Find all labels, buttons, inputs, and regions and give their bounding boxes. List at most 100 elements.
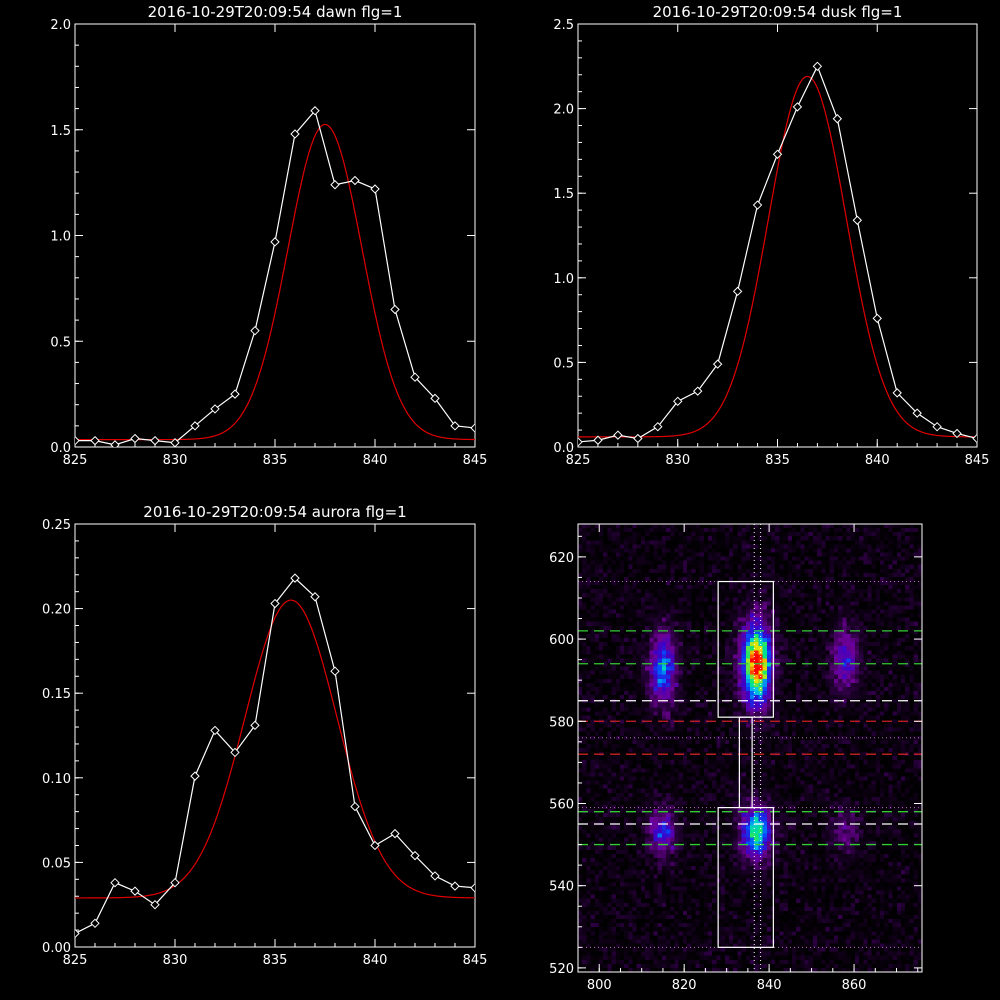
aurora-data-point (310, 592, 320, 602)
aurora-ytick-label: 0.20 (42, 603, 71, 618)
image-image-area (578, 524, 922, 972)
dawn-data-point (170, 438, 180, 447)
dawn-data-point (390, 304, 400, 315)
dusk-data-point (752, 200, 763, 210)
image-ytick-label: 580 (549, 715, 574, 730)
aurora-xtick-label: 825 (63, 953, 88, 968)
dusk-data-point (852, 215, 863, 225)
aurora-observed-line (75, 577, 475, 934)
dawn-fit-curve (75, 123, 475, 441)
dawn-data-point (350, 175, 360, 186)
dawn-chart-title: 2016-10-29T20:09:54 dawn flg=1 (148, 3, 403, 21)
dawn-data-point (90, 435, 100, 446)
dawn-data-point (75, 435, 80, 446)
dawn-xtick-label: 835 (263, 453, 288, 468)
dusk-data-point (692, 386, 703, 396)
dawn-data-point (430, 393, 440, 404)
dusk-chart: 825 830 835 840 845 0.0 0.5 1.0 1.5 2.0 2.5 2016-10… (553, 3, 989, 468)
image-xtick-label: 840 (757, 978, 782, 993)
dawn-data-point (190, 421, 200, 431)
aurora-ytick-label: 0.00 (42, 941, 71, 956)
dusk-ytick-label: 1.0 (553, 272, 574, 287)
aurora-data-point (390, 828, 400, 839)
dusk-ytick-label: 2.5 (553, 18, 574, 33)
image-chart: 800 820 840 860 520 540 560 580 600 620 (549, 523, 923, 993)
aurora-xtick-label: 835 (263, 953, 288, 968)
dusk-plot-frame (577, 23, 978, 448)
dusk-data-point (952, 428, 962, 439)
aurora-data-point (190, 771, 200, 781)
aurora-data-point (290, 573, 300, 583)
dusk-data-point (872, 313, 882, 324)
dawn-xtick-label: 840 (363, 453, 388, 468)
image-ytick-label: 600 (549, 633, 574, 648)
dawn-ytick-label: 2.0 (50, 18, 71, 33)
dawn-data-point (470, 423, 475, 433)
dawn-data-point (410, 372, 420, 382)
dusk-data-point (812, 61, 823, 72)
dusk-xtick-label: 830 (665, 453, 690, 468)
dusk-data-point (593, 435, 603, 445)
dawn-data-point (330, 180, 340, 190)
dawn-chart: 825 830 835 840 845 0.0 0.5 1.0 1.5 2.0 2016-10-29… (50, 3, 487, 468)
dusk-data-point (732, 286, 743, 297)
aurora-data-point (75, 928, 80, 939)
aurora-data-point (330, 666, 340, 676)
dawn-data-point (290, 129, 300, 139)
aurora-data-point (170, 877, 180, 888)
aurora-plot-frame (74, 523, 476, 948)
image-xtick-label: 800 (587, 978, 612, 993)
dawn-data-point (210, 404, 220, 414)
dawn-plot-area (75, 106, 475, 447)
aurora-data-point (110, 877, 120, 888)
dusk-data-point (613, 430, 623, 440)
aurora-ytick-label: 0.15 (42, 687, 71, 702)
dawn-data-point (370, 184, 380, 194)
dusk-data-point (712, 359, 723, 369)
dusk-plot-area (578, 61, 977, 447)
dusk-data-point (772, 149, 783, 159)
aurora-chart: 825 830 835 840 845 0.00 0.05 0.10 0.15 0.20 0.25 2… (42, 503, 487, 968)
dusk-xtick-label: 840 (865, 453, 890, 468)
aurora-data-point (150, 899, 160, 910)
aurora-data-point (230, 747, 240, 758)
dawn-xtick-label: 845 (463, 453, 488, 468)
aurora-chart-title: 2016-10-29T20:09:54 aurora flg=1 (143, 503, 406, 521)
dusk-ytick-label: 2.0 (553, 103, 574, 118)
dawn-ytick-label: 0.0 (50, 441, 71, 456)
dawn-ytick-label: 0.5 (50, 335, 71, 350)
dawn-observed-line (75, 109, 475, 446)
dusk-xtick-label: 845 (965, 453, 990, 468)
dusk-data-point (633, 433, 643, 444)
aurora-ytick-label: 0.25 (42, 518, 71, 533)
image-ytick-label: 540 (549, 880, 574, 895)
dawn-data-point (270, 237, 280, 247)
aurora-ytick-label: 0.10 (42, 772, 71, 787)
aurora-xtick-label: 830 (163, 953, 188, 968)
dusk-ytick-label: 0.0 (553, 441, 574, 456)
image-plot-frame (577, 523, 923, 973)
aurora-data-point (270, 598, 280, 609)
dusk-data-point (832, 114, 843, 124)
dusk-chart-title: 2016-10-29T20:09:54 dusk flg=1 (653, 3, 903, 21)
dusk-ytick-label: 1.5 (553, 187, 574, 202)
aurora-xtick-label: 840 (363, 953, 388, 968)
aurora-data-point (350, 801, 360, 812)
dawn-data-point (130, 433, 140, 444)
image-intensity-image (578, 524, 922, 972)
dusk-data-point (653, 421, 663, 432)
aurora-data-point (410, 850, 420, 861)
aurora-data-point (370, 840, 380, 851)
dusk-data-point (972, 433, 977, 444)
dusk-data-point (912, 408, 922, 418)
aurora-data-point (90, 918, 100, 929)
dawn-ytick-label: 1.0 (50, 230, 71, 245)
dusk-data-point (792, 102, 803, 112)
dusk-xtick-label: 835 (765, 453, 790, 468)
aurora-data-point (430, 871, 440, 881)
dawn-data-point (250, 325, 260, 336)
dusk-data-point (892, 388, 902, 398)
dusk-xtick-label: 825 (566, 453, 591, 468)
dawn-xtick-label: 825 (63, 453, 88, 468)
aurora-data-point (250, 720, 260, 731)
